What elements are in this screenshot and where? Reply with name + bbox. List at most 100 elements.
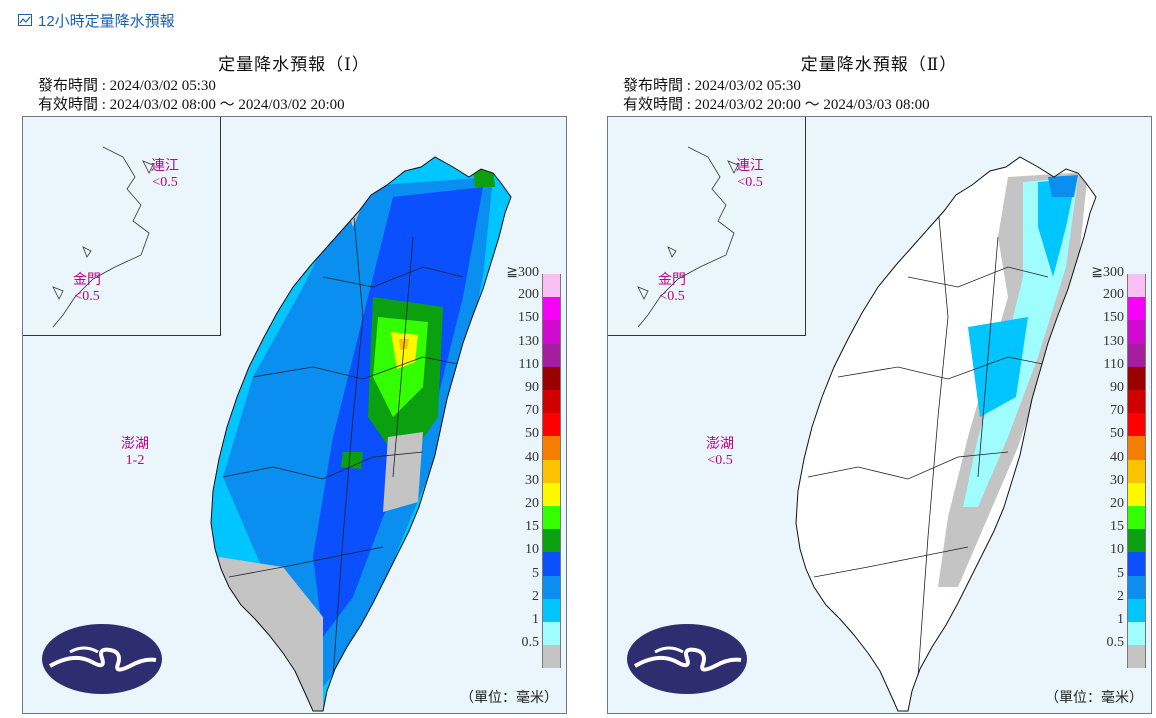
- legend-item: 130: [1076, 334, 1146, 367]
- cwa-logo: [42, 624, 162, 694]
- coastline-map: [52, 146, 154, 328]
- taiwan-map: [210, 156, 512, 712]
- legend-item: 90: [491, 380, 561, 414]
- legend-item: 0.5: [491, 635, 561, 669]
- rainfall-map: 連江 <0.5 金門 <0.5 澎湖 <0.5 ≧300 200 150 130 110 90 7…: [607, 116, 1152, 714]
- kinmen-label: 金門 <0.5: [658, 273, 686, 304]
- legend-swatch: [1127, 297, 1146, 321]
- legend-label: 20: [1110, 496, 1124, 511]
- legend-swatch: [542, 366, 561, 390]
- legend-label: 200: [1103, 287, 1124, 303]
- legend-label: 50: [525, 426, 539, 442]
- panel-title: 定量降水預報（Ⅱ）: [800, 55, 958, 74]
- legend-swatch: [1127, 506, 1146, 530]
- legend-item: 50: [491, 426, 561, 460]
- legend-swatch: [542, 297, 561, 321]
- legend-swatch: [1127, 274, 1146, 298]
- legend-swatch: [1127, 622, 1146, 646]
- legend-swatch: [1127, 598, 1146, 622]
- legend-label: 10: [1110, 542, 1124, 558]
- legend-item: 70: [1076, 403, 1146, 437]
- legend-item: 150: [491, 310, 561, 344]
- coastline-map: [637, 146, 739, 328]
- legend-label: ≧300: [1091, 265, 1124, 280]
- legend-swatch: [1127, 575, 1146, 599]
- legend-swatch: [542, 436, 561, 460]
- legend-item: 1: [491, 612, 561, 646]
- legend-label: 10: [525, 542, 539, 558]
- legend-label: 5: [532, 565, 539, 581]
- legend-label: 70: [1110, 403, 1124, 419]
- legend-item: 2: [491, 589, 561, 622]
- legend-swatch: [542, 459, 561, 483]
- legend-label: 2: [1117, 588, 1124, 604]
- legend-item: 10: [1076, 542, 1146, 576]
- legend-swatch: [542, 575, 561, 599]
- legend-item: 30: [1076, 473, 1146, 506]
- legend-label: 30: [525, 472, 539, 488]
- legend-swatch: [1127, 436, 1146, 460]
- legend-swatch: [542, 390, 561, 414]
- legend-swatch: [1127, 413, 1146, 437]
- chart-icon: [18, 14, 32, 26]
- legend-label: 90: [1110, 380, 1124, 395]
- unit-label: （單位：毫米）: [1045, 691, 1143, 706]
- section-title: 12小時定量降水預報: [38, 12, 175, 30]
- legend-item: 10: [491, 542, 561, 576]
- forecast-panel-1: 定量降水預報（Ⅰ） 發布時間 : 2024/03/02 05:30 有效時間 :…: [18, 46, 570, 714]
- legend-item: 110: [1076, 357, 1146, 390]
- legend-label: 1: [1117, 612, 1124, 627]
- legend-label: 15: [1110, 519, 1124, 535]
- legend-label: 30: [1110, 472, 1124, 488]
- legend-item: 5: [1076, 566, 1146, 599]
- valid-time: 有效時間 : 2024/03/02 20:00 ～ 2024/03/03 08:…: [623, 97, 930, 113]
- legend-swatch: [1127, 645, 1146, 669]
- legend-label: 40: [525, 449, 539, 465]
- legend-label: 40: [1110, 449, 1124, 465]
- legend-item: 40: [491, 450, 561, 483]
- issued-time: 發布時間 : 2024/03/02 05:30: [623, 78, 801, 94]
- lienchiang-label: 連江 <0.5: [151, 159, 179, 190]
- kinmen-label: 金門 <0.5: [73, 273, 101, 304]
- legend-swatch: [542, 482, 561, 506]
- lienchiang-label: 連江 <0.5: [736, 159, 764, 190]
- legend-item: 50: [1076, 426, 1146, 460]
- legend-item: 30: [491, 473, 561, 506]
- legend-swatch: [1127, 482, 1146, 506]
- legend-label: 50: [1110, 426, 1124, 442]
- rainfall-map: 連江 <0.5 金門 <0.5 澎湖 1-2 ≧300 200 150 130 110 90 70…: [22, 116, 567, 714]
- legend-item: 150: [1076, 310, 1146, 344]
- section-header: 12小時定量降水預報: [18, 9, 175, 31]
- legend-swatch: [1127, 552, 1146, 576]
- legend-item: ≧300: [1076, 265, 1146, 298]
- issued-time: 發布時間 : 2024/03/02 05:30: [38, 78, 216, 94]
- legend-item: ≧300: [491, 265, 561, 298]
- legend-label: 70: [525, 403, 539, 419]
- legend-item: 20: [1076, 496, 1146, 530]
- legend-item: 0.5: [1076, 635, 1146, 669]
- legend-label: ≧300: [506, 265, 539, 280]
- legend-swatch: [542, 274, 561, 298]
- legend-item: 200: [1076, 287, 1146, 321]
- legend-item: 1: [1076, 612, 1146, 646]
- legend-label: 130: [518, 333, 539, 349]
- legend-swatch: [1127, 459, 1146, 483]
- legend-swatch: [542, 506, 561, 530]
- legend-swatch: [1127, 343, 1146, 367]
- legend-item: 15: [491, 519, 561, 553]
- legend-label: 110: [518, 356, 539, 372]
- legend-item: 5: [491, 566, 561, 599]
- legend-swatch: [1127, 320, 1146, 344]
- panel-title: 定量降水預報（Ⅰ）: [218, 55, 370, 74]
- taiwan-map: [795, 156, 1097, 712]
- penghu-label: 澎湖 1-2: [121, 437, 149, 468]
- legend-swatch: [542, 598, 561, 622]
- legend-label: 2: [532, 588, 539, 604]
- legend-swatch: [542, 552, 561, 576]
- penghu-label: 澎湖 <0.5: [706, 437, 734, 468]
- legend-swatch: [542, 529, 561, 553]
- offshore-islands-inset: 連江 <0.5 金門 <0.5: [608, 117, 806, 336]
- legend-item: 20: [491, 496, 561, 530]
- legend-label: 90: [525, 380, 539, 395]
- forecast-panel-2: 定量降水預報（Ⅱ） 發布時間 : 2024/03/02 05:30 有效時間 :…: [603, 46, 1155, 714]
